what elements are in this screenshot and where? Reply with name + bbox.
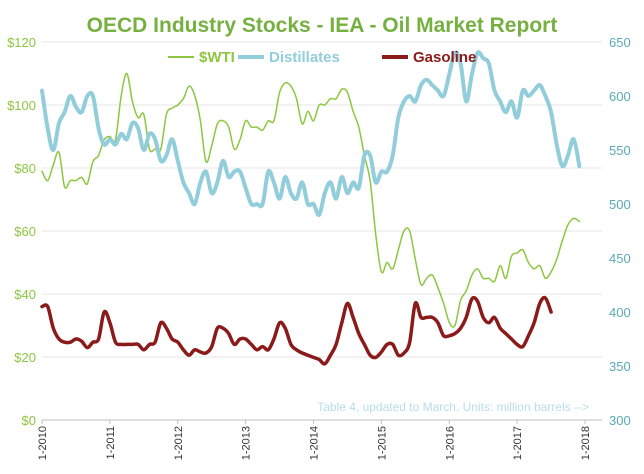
legend-label-gasoline: Gasoline <box>413 49 476 66</box>
x-tick-label: 1-2018 <box>580 426 592 460</box>
x-tick-label: 1-2010 <box>37 426 49 460</box>
left-tick-label: $0 <box>22 413 36 428</box>
x-tick-label: 1-2013 <box>241 426 253 460</box>
series-line-wti <box>41 72 581 328</box>
x-tick-label: 1-2015 <box>376 426 388 460</box>
right-tick-label: 400 <box>609 305 631 320</box>
x-tick-label: 1-2016 <box>444 426 456 460</box>
right-tick-label: 300 <box>609 413 631 428</box>
right-tick-label: 550 <box>609 143 631 158</box>
right-tick-label: 600 <box>609 89 631 104</box>
left-tick-label: $60 <box>14 224 36 239</box>
x-tick-label: 1-2014 <box>309 426 321 460</box>
right-tick-label: 500 <box>609 197 631 212</box>
chart-title: OECD Industry Stocks - IEA - Oil Market … <box>87 14 558 37</box>
legend: $WTI Distillates Gasoline <box>168 49 476 66</box>
left-axis-ticks: $0 $20 $40 $60 $80 $100 $120 <box>7 35 36 428</box>
x-axis-ticks: 1-2010 1-2011 1-2012 1-2013 1-2014 1-2015 1-20… <box>37 420 592 460</box>
left-tick-label: $40 <box>14 287 36 302</box>
series-line-gasoline <box>40 295 553 366</box>
x-tick-label: 1-2011 <box>105 426 117 459</box>
left-tick-label: $100 <box>7 98 36 113</box>
legend-label-wti: $WTI <box>199 49 235 66</box>
x-tick-label: 1-2012 <box>173 426 185 460</box>
x-tick-label: 1-2017 <box>512 426 524 460</box>
left-tick-label: $20 <box>14 350 36 365</box>
right-tick-label: 650 <box>609 35 631 50</box>
right-tick-label: 450 <box>609 251 631 266</box>
right-tick-label: 350 <box>609 359 631 374</box>
series-layer <box>40 50 582 366</box>
left-tick-label: $120 <box>7 35 36 50</box>
legend-label-distillates: Distillates <box>269 49 340 66</box>
series-line-distillates <box>40 50 582 217</box>
right-axis-ticks: 300 350 400 450 500 550 600 650 <box>609 35 631 428</box>
left-tick-label: $80 <box>14 161 36 176</box>
chart-note: Table 4, updated to March. Units: millio… <box>317 400 589 414</box>
